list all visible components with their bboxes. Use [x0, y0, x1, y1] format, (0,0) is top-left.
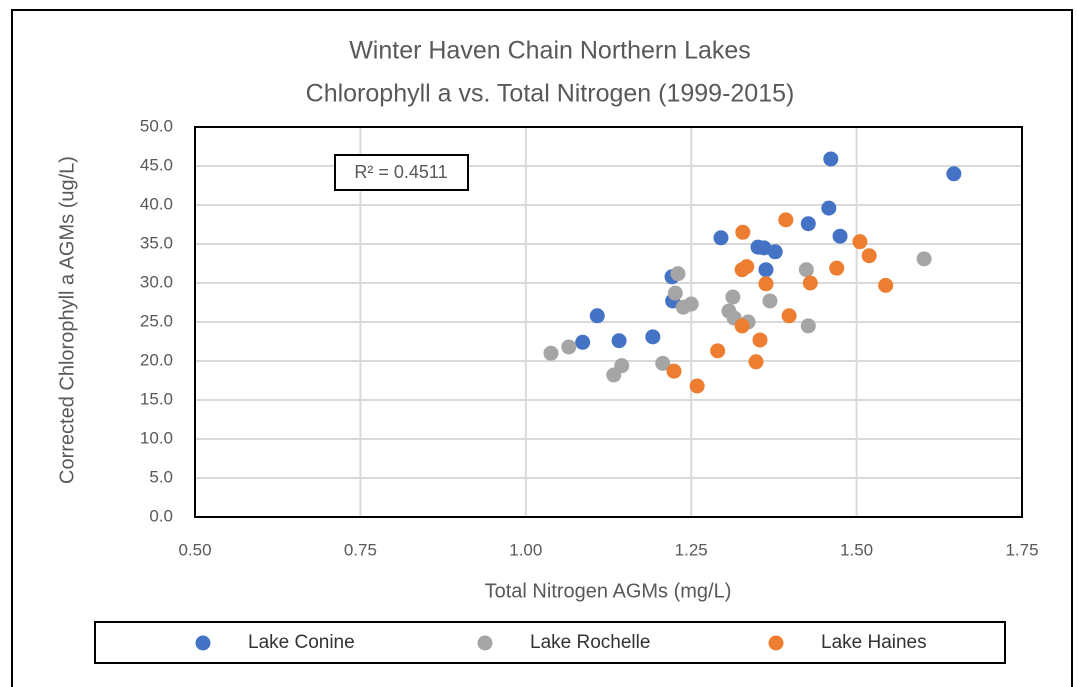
y-tick-label: 45.0	[140, 155, 173, 174]
annotation-box	[334, 154, 469, 191]
point	[606, 367, 622, 383]
y-tick-label: 15.0	[140, 389, 173, 408]
point	[735, 224, 751, 240]
point	[748, 354, 764, 370]
legend-label: Lake Haines	[821, 632, 927, 653]
point	[800, 318, 816, 334]
point	[589, 308, 605, 324]
x-tick-label: 1.00	[509, 540, 542, 559]
point	[762, 293, 778, 309]
point	[689, 378, 705, 394]
point	[575, 334, 591, 350]
plot-border	[194, 126, 1023, 518]
annotation: R² = 0.4511	[354, 162, 447, 182]
y-tick-label: 20.0	[140, 350, 173, 369]
point	[710, 343, 726, 359]
y-tick-label: 10.0	[140, 428, 173, 447]
point	[655, 355, 671, 371]
point	[800, 216, 816, 232]
x-tick-label: 0.50	[178, 540, 211, 559]
point	[734, 262, 750, 278]
point	[645, 329, 661, 345]
legend-label: Lake Rochelle	[530, 632, 650, 653]
point	[725, 289, 741, 305]
legend-marker	[477, 635, 493, 651]
point	[666, 363, 682, 379]
legend-marker	[195, 635, 211, 651]
point	[561, 339, 577, 355]
y-axis-label: Corrected Chlorophyll a AGMs (ug/L)	[56, 156, 78, 484]
y-tick-label: 40.0	[140, 194, 173, 213]
point	[752, 332, 768, 348]
marks	[543, 151, 962, 394]
chart-subtitle: Chlorophyll a vs. Total Nitrogen (1999-2…	[306, 80, 795, 108]
chart-border	[11, 9, 1073, 687]
legend: Lake Conine Lake Rochelle Lake Haines	[195, 632, 927, 653]
y-tick-label: 50.0	[140, 116, 173, 135]
point	[823, 151, 839, 167]
x-axis-label: Total Nitrogen AGMs (mg/L)	[485, 580, 732, 602]
point	[778, 212, 794, 228]
grid	[194, 126, 1023, 518]
point	[667, 285, 683, 301]
x-tick-label: 0.75	[344, 540, 377, 559]
x-tick-label: 1.25	[675, 540, 708, 559]
legend-label: Lake Conine	[248, 632, 355, 653]
y-tick-label: 0.0	[149, 506, 173, 525]
point	[946, 166, 962, 182]
legend-box	[94, 621, 1006, 664]
y-tick-label: 25.0	[140, 311, 173, 330]
point	[734, 318, 750, 334]
y-tick-label: 5.0	[149, 467, 173, 486]
point	[829, 260, 845, 276]
y-tick-label: 30.0	[140, 272, 173, 291]
point	[916, 251, 932, 267]
legend-marker	[768, 635, 784, 651]
point	[543, 345, 559, 361]
point	[821, 200, 837, 216]
x-tick-label: 1.75	[1005, 540, 1038, 559]
point	[832, 228, 848, 244]
point	[802, 275, 818, 291]
point	[798, 262, 814, 278]
point	[852, 234, 868, 250]
point	[767, 244, 783, 260]
point	[781, 308, 797, 324]
point	[713, 230, 729, 246]
x-tick-label: 1.50	[840, 540, 873, 559]
point	[675, 299, 691, 315]
point	[878, 277, 894, 293]
point	[670, 266, 686, 282]
y-tick-label: 35.0	[140, 233, 173, 252]
point	[758, 262, 774, 278]
point	[758, 276, 774, 292]
point	[611, 333, 627, 349]
point	[861, 248, 877, 264]
chart-title: Winter Haven Chain Northern Lakes	[349, 37, 751, 65]
